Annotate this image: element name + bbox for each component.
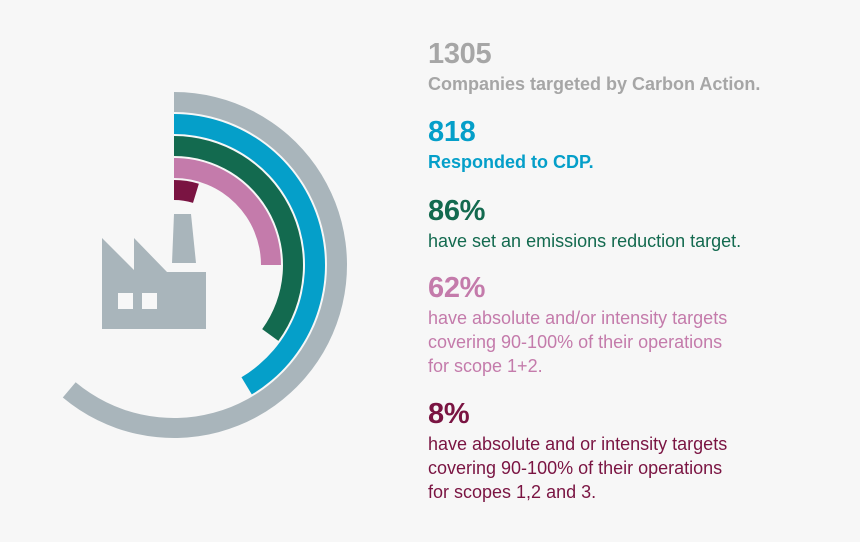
stat-value: 1305 [428,38,492,70]
arc-2 [174,136,303,341]
arc-3 [174,158,281,265]
stat-label-line: for scope 1+2. [428,356,543,376]
stat-label-line: Responded to CDP. [428,152,594,172]
stat-value: 8% [428,398,470,430]
stat-block: 8% have absolute and or intensity targets… [428,398,727,504]
stat-block: 86% have set an emissions reduction targe… [428,195,741,253]
stat-label-line: for scopes 1,2 and 3. [428,482,597,502]
stat-label-line: have absolute and or intensity targets [428,434,728,454]
stat-value: 818 [428,116,476,148]
stat-value: 62% [428,272,486,304]
stat-label-line: covering 90-100% of their operations [428,332,723,352]
stat-value: 86% [428,195,486,227]
factory-icon [102,214,206,329]
stat-block: 1305 Companies targeted by Carbon Action. [428,38,760,96]
stat-label-line: covering 90-100% of their operations [428,458,723,478]
radial-arcs [62,92,348,439]
radial-bar-chart [62,92,348,439]
stat-label-line: have set an emissions reduction target. [428,231,742,251]
stat-block: 818 Responded to CDP. [428,116,594,174]
stat-label-line: Companies targeted by Carbon Action. [428,74,761,94]
stat-label-line: have absolute and/or intensity targets [428,308,728,328]
arc-0 [62,92,348,439]
stat-block: 62% have absolute and/or intensity target… [428,272,727,378]
arc-4 [174,180,199,203]
arc-1 [174,114,325,395]
